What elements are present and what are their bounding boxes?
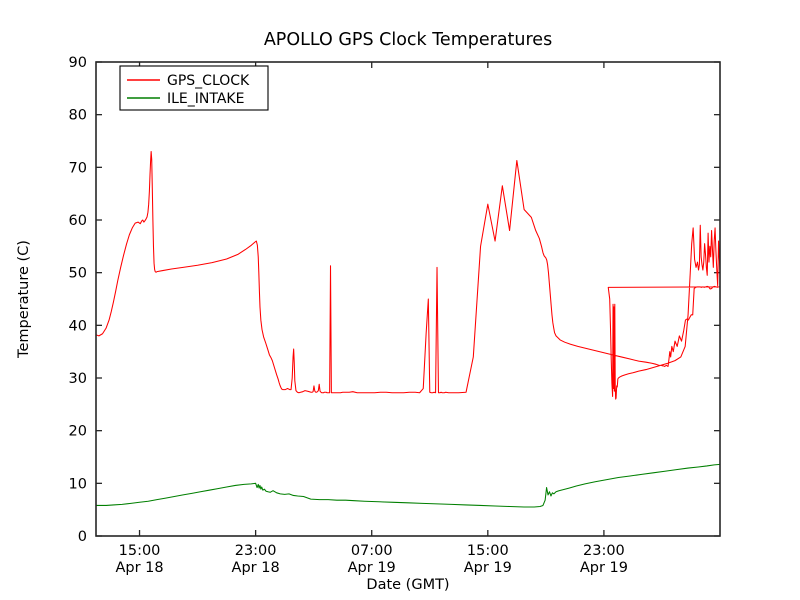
series-line-ile-intake [95, 463, 721, 508]
x-tick-label-date: Apr 18 [232, 560, 280, 576]
y-tick-label: 80 [69, 108, 87, 124]
series-line-gps-clock [95, 151, 721, 400]
x-tick-label-time: 23:00 [583, 543, 625, 559]
y-tick-label: 0 [78, 529, 87, 545]
legend-background [119, 65, 269, 111]
y-tick-label: 40 [69, 318, 87, 334]
x-tick-label-date: Apr 19 [464, 560, 512, 576]
y-axis-label: Temperature (C) [16, 240, 32, 359]
y-tick-label: 90 [69, 55, 87, 71]
data-series-group [95, 151, 721, 508]
y-tick-label: 30 [69, 371, 87, 387]
chart-title: APOLLO GPS Clock Temperatures [264, 30, 552, 50]
y-tick-label: 60 [69, 213, 87, 229]
x-tick-label-date: Apr 18 [115, 560, 163, 576]
y-tick-label: 10 [69, 476, 87, 492]
chart-legend[interactable]: GPS_CLOCK ILE_INTAKE [119, 65, 269, 111]
y-tick-label: 20 [69, 424, 87, 440]
x-tick-label-date: Apr 19 [580, 560, 628, 576]
y-tick-label: 70 [69, 160, 87, 176]
x-axis-label: Date (GMT) [366, 577, 449, 593]
x-tick-label-time: 15:00 [119, 543, 161, 559]
y-axis-ticks: 0 10 20 30 40 50 60 70 80 90 [69, 55, 720, 545]
legend-label-ile-intake: ILE_INTAKE [167, 91, 244, 107]
x-tick-label-time: 07:00 [351, 543, 393, 559]
x-tick-label-time: 23:00 [235, 543, 277, 559]
x-tick-label-date: Apr 19 [348, 560, 396, 576]
x-tick-label-time: 15:00 [467, 543, 509, 559]
plot-area-background [96, 62, 720, 536]
y-tick-label: 50 [69, 266, 87, 282]
legend-label-gps-clock: GPS_CLOCK [167, 73, 250, 89]
plot-border [95, 61, 721, 537]
